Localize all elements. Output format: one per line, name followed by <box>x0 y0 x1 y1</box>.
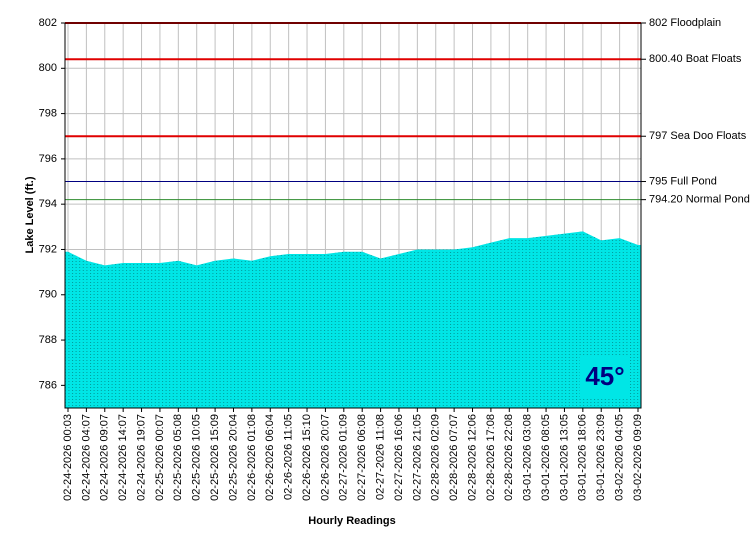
x-tick-label: 02-26-2026 06:04 <box>264 414 276 501</box>
reference-label: 797 Sea Doo Floats <box>649 130 747 142</box>
x-tick-label: 02-27-2026 21:05 <box>411 414 423 501</box>
y-tick-label: 800 <box>39 62 57 74</box>
reference-label: 794.20 Normal Pond <box>649 194 750 206</box>
reference-label: 800.40 Boat Floats <box>649 53 742 65</box>
y-tick-label: 798 <box>39 107 57 119</box>
x-tick-label: 02-26-2026 15:10 <box>301 414 313 501</box>
badge-text: 45° <box>585 361 624 391</box>
y-tick-label: 786 <box>39 379 57 391</box>
x-tick-label: 02-28-2026 17:08 <box>485 414 497 501</box>
x-tick-label: 03-02-2026 04:05 <box>614 414 626 501</box>
x-tick-label: 02-24-2026 09:07 <box>99 414 111 501</box>
y-tick-label: 788 <box>39 334 57 346</box>
y-tick-label: 790 <box>39 289 57 301</box>
area-texture <box>65 231 641 408</box>
x-tick-label: 02-25-2026 00:07 <box>154 414 166 501</box>
x-tick-label: 02-28-2026 07:07 <box>448 414 460 501</box>
x-tick-label: 02-27-2026 16:06 <box>393 414 405 501</box>
x-tick-label: 03-02-2026 09:09 <box>632 414 644 501</box>
x-tick-label: 02-27-2026 01:09 <box>338 414 350 501</box>
y-tick-label: 794 <box>39 198 57 210</box>
x-tick-label: 02-25-2026 15:09 <box>209 414 221 501</box>
y-axis-title: Lake Level (ft.) <box>24 176 36 253</box>
x-tick-label: 02-24-2026 04:07 <box>80 414 92 501</box>
x-tick-label: 02-24-2026 00:03 <box>62 414 74 501</box>
x-tick-label: 03-01-2026 18:06 <box>577 414 589 501</box>
x-tick-label: 02-26-2026 11:05 <box>283 414 295 500</box>
x-tick-label: 02-28-2026 22:08 <box>503 414 515 501</box>
x-tick-label: 03-01-2026 23:09 <box>595 414 607 501</box>
x-tick-label: 02-25-2026 05:08 <box>172 414 184 501</box>
reference-label: 795 Full Pond <box>649 175 717 187</box>
x-tick-label: 03-01-2026 03:08 <box>522 414 534 501</box>
x-tick-label: 02-27-2026 06:08 <box>356 414 368 501</box>
x-tick-label: 02-25-2026 10:05 <box>191 414 203 501</box>
x-tick-label: 02-28-2026 12:06 <box>466 414 478 501</box>
x-tick-label: 03-01-2026 08:05 <box>540 414 552 501</box>
plot-border <box>64 22 642 409</box>
x-tick-label: 02-27-2026 11:08 <box>374 414 386 500</box>
x-tick-label: 02-26-2026 20:07 <box>319 414 331 501</box>
x-tick-label: 02-26-2026 01:08 <box>246 414 258 501</box>
x-tick-label: 02-25-2026 20:04 <box>227 414 239 501</box>
x-tick-label: 02-28-2026 02:09 <box>430 414 442 501</box>
x-tick-label: 02-24-2026 19:07 <box>135 414 147 501</box>
x-axis-title: Hourly Readings <box>308 515 395 527</box>
reference-label: 802 Floodplain <box>649 17 721 29</box>
badge-box <box>580 356 630 398</box>
y-tick-label: 796 <box>39 153 57 165</box>
x-tick-label: 02-24-2026 14:07 <box>117 414 129 501</box>
y-tick-label: 792 <box>39 243 57 255</box>
x-tick-label: 03-01-2026 13:05 <box>558 414 570 501</box>
y-tick-label: 802 <box>39 17 57 29</box>
